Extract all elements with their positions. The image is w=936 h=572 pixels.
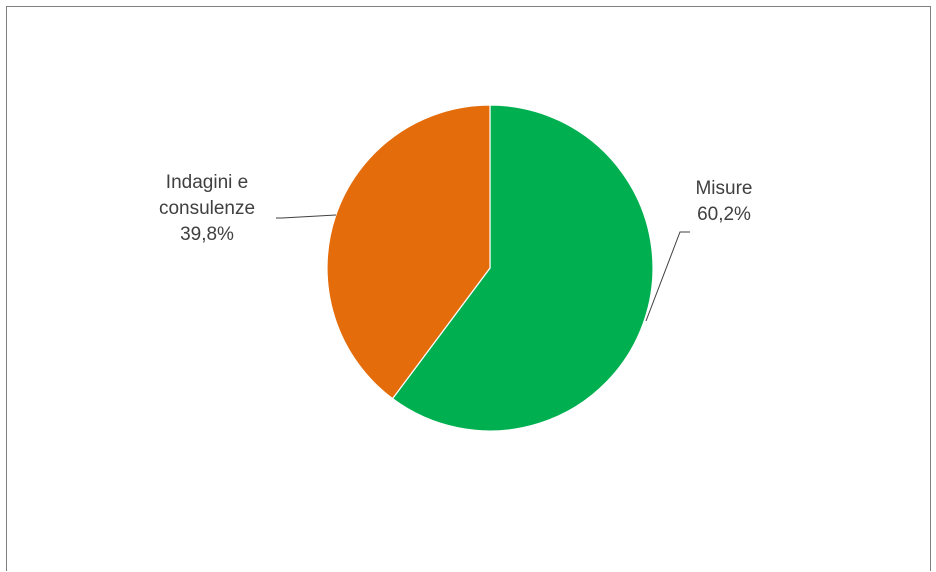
leader-line-misure xyxy=(645,231,690,322)
pie-slice-indagini-e-consulenze xyxy=(326,104,491,400)
data-label-value-misure: 60,2% xyxy=(697,204,751,225)
data-label-value-indagini-e-consulenze: 39,8% xyxy=(180,224,234,245)
chart-frame: Misure 60,2% Indagini e consulenze 39,8% xyxy=(6,6,931,571)
data-label-name-indagini-e-consulenze-1: consulenze xyxy=(159,198,255,219)
data-label-name-indagini-e-consulenze-0: Indagini e xyxy=(166,172,248,193)
pie-slice-misure xyxy=(391,104,654,432)
pie-chart: Misure 60,2% Indagini e consulenze 39,8% xyxy=(159,104,753,432)
data-label-name-misure-0: Misure xyxy=(695,178,752,199)
leader-line-indagini-e-consulenze xyxy=(276,214,337,219)
